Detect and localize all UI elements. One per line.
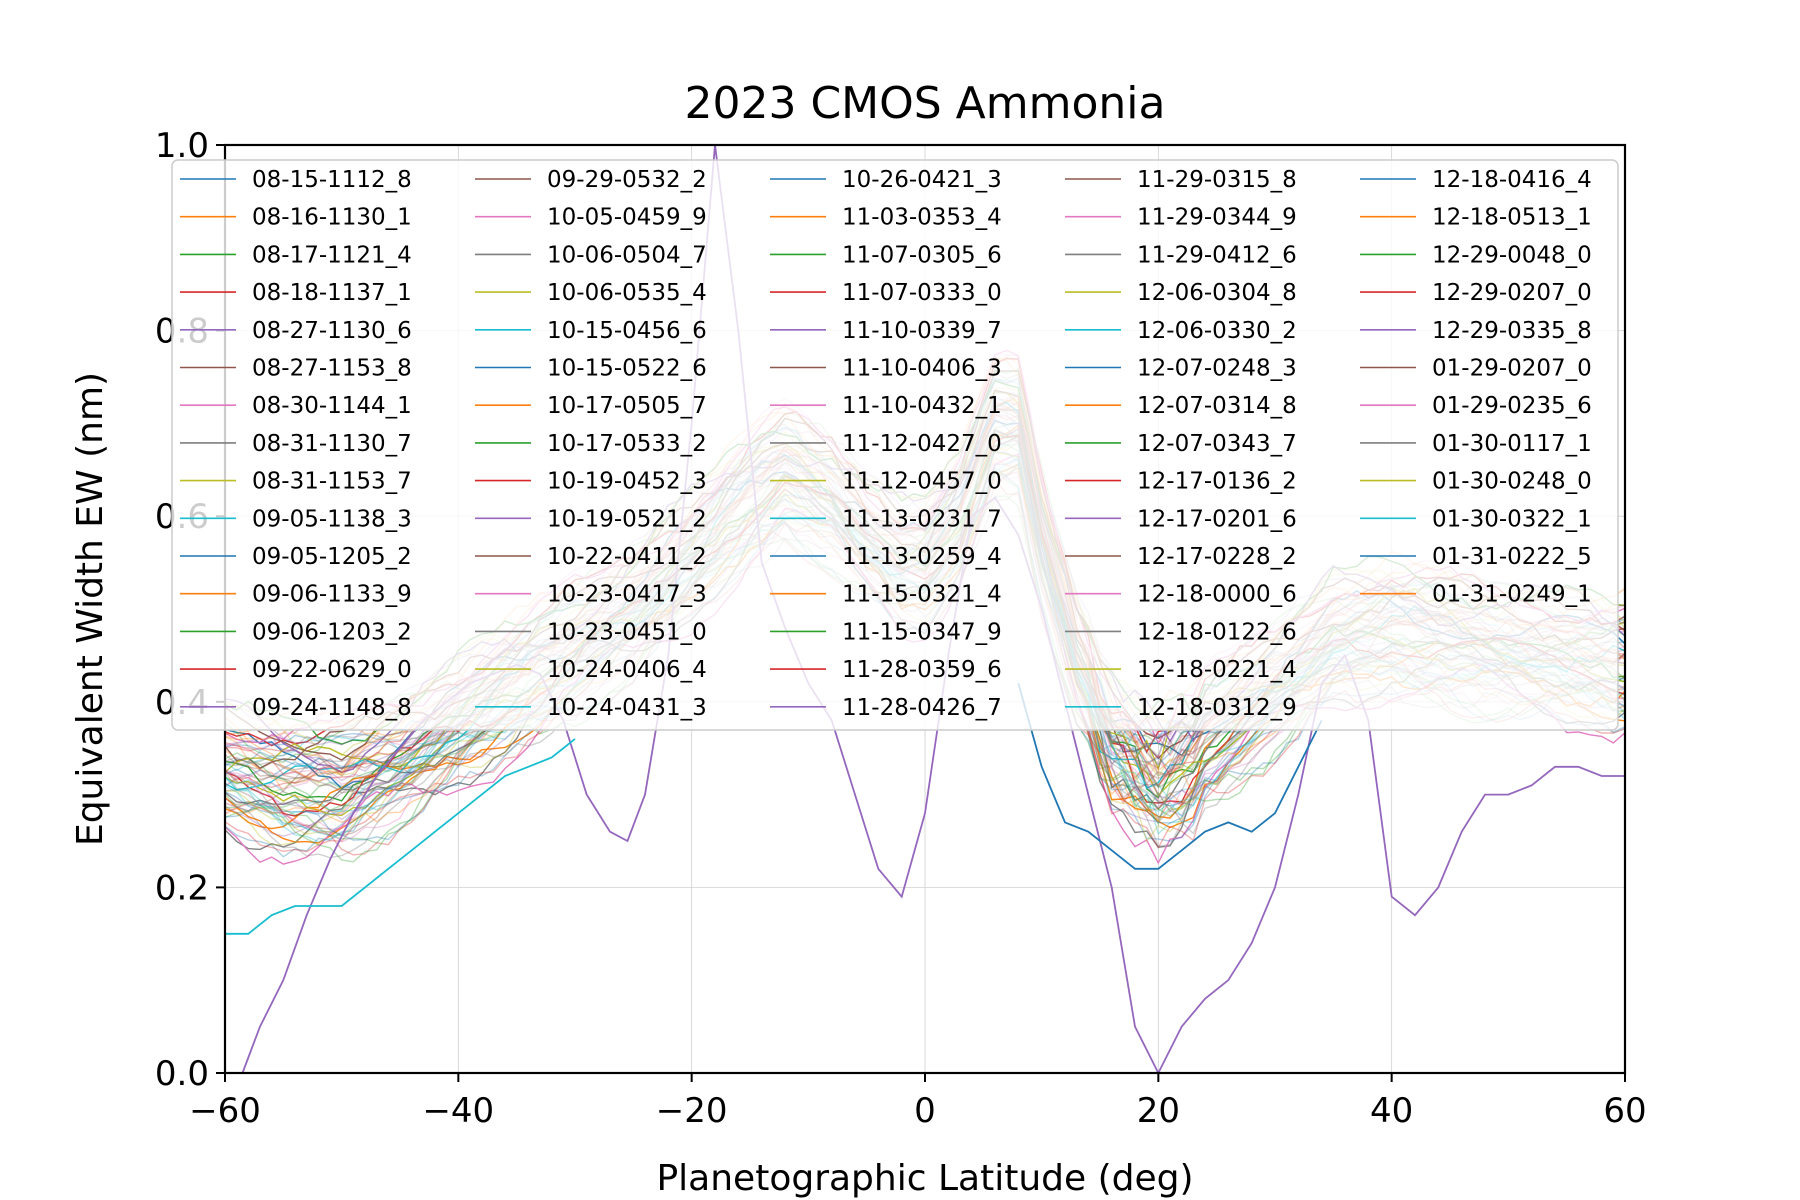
legend-entry: 12-17-0136_2 — [1137, 469, 1297, 495]
legend-entry: 08-15-1112_8 — [252, 167, 412, 193]
x-tick-label: −60 — [189, 1091, 261, 1131]
x-tick-label: 20 — [1137, 1091, 1180, 1131]
legend-entry: 10-06-0504_7 — [547, 242, 707, 268]
legend-entry: 11-10-0406_3 — [842, 356, 1002, 382]
legend-entry: 11-10-0432_1 — [842, 393, 1002, 419]
x-tick-label: −20 — [656, 1091, 728, 1131]
y-axis-label: Equivalent Width EW (nm) — [70, 372, 111, 846]
legend-entry: 12-18-0221_4 — [1137, 657, 1297, 683]
legend-entry: 11-12-0457_0 — [842, 469, 1002, 495]
legend-entry: 10-23-0417_3 — [547, 582, 707, 608]
y-tick-label: 0.2 — [155, 868, 209, 908]
x-axis-label: Planetographic Latitude (deg) — [656, 1158, 1193, 1199]
legend-entry: 09-05-1138_3 — [252, 506, 412, 532]
legend-entry: 01-31-0222_5 — [1432, 544, 1592, 570]
legend-entry: 10-24-0431_3 — [547, 695, 707, 721]
legend-entry: 09-06-1203_2 — [252, 619, 412, 645]
legend-entry: 08-31-1153_7 — [252, 469, 412, 495]
legend-entry: 12-06-0304_8 — [1137, 280, 1297, 306]
legend-entry: 11-07-0333_0 — [842, 280, 1002, 306]
legend-entry: 12-18-0122_6 — [1137, 619, 1297, 645]
legend-entry: 11-29-0344_9 — [1137, 205, 1297, 231]
x-tick-label: 0 — [914, 1091, 936, 1131]
legend-entry: 08-30-1144_1 — [252, 393, 412, 419]
legend-entry: 12-29-0207_0 — [1432, 280, 1592, 306]
legend-entry: 10-17-0505_7 — [547, 393, 707, 419]
legend-entry: 12-07-0343_7 — [1137, 431, 1297, 457]
legend-entry: 10-23-0451_0 — [547, 619, 707, 645]
legend-entry: 12-07-0248_3 — [1137, 356, 1297, 382]
legend-entry: 12-29-0048_0 — [1432, 242, 1592, 268]
legend-entry: 10-17-0533_2 — [547, 431, 707, 457]
legend-entry: 10-05-0459_9 — [547, 205, 707, 231]
legend-entry: 12-17-0228_2 — [1137, 544, 1297, 570]
series-line-09-05-1205_2 — [1017, 682, 1323, 870]
legend-entry: 11-28-0426_7 — [842, 695, 1002, 721]
series-line-09-05-1138_3 — [225, 738, 576, 935]
legend-entry: 01-30-0117_1 — [1432, 431, 1592, 457]
legend-entry: 12-07-0314_8 — [1137, 393, 1297, 419]
x-tick-label: 40 — [1370, 1091, 1413, 1131]
legend-entry: 12-18-0000_6 — [1137, 582, 1297, 608]
legend-entry: 11-07-0305_6 — [842, 242, 1002, 268]
legend-entry: 11-15-0321_4 — [842, 582, 1002, 608]
legend-entry: 01-30-0322_1 — [1432, 506, 1592, 532]
legend-entry: 10-24-0406_4 — [547, 657, 707, 683]
legend-entry: 09-29-0532_2 — [547, 167, 707, 193]
legend-entry: 12-29-0335_8 — [1432, 318, 1592, 344]
legend-entry: 10-19-0452_3 — [547, 469, 707, 495]
legend-entry: 12-18-0312_9 — [1137, 695, 1297, 721]
legend-entry: 09-05-1205_2 — [252, 544, 412, 570]
legend-entry: 11-29-0315_8 — [1137, 167, 1297, 193]
legend-entry: 11-15-0347_9 — [842, 619, 1002, 645]
legend-entry: 10-15-0522_6 — [547, 356, 707, 382]
legend-entry: 12-18-0416_4 — [1432, 167, 1592, 193]
legend-entry: 11-03-0353_4 — [842, 205, 1002, 231]
legend-entry: 08-27-1130_6 — [252, 318, 412, 344]
legend-entry: 11-13-0259_4 — [842, 544, 1002, 570]
legend-entry: 11-13-0231_7 — [842, 506, 1002, 532]
legend-entry: 09-06-1133_9 — [252, 582, 412, 608]
legend-entry: 08-17-1121_4 — [252, 242, 412, 268]
legend-frame — [171, 159, 1619, 731]
x-tick-label: −40 — [422, 1091, 494, 1131]
chart-title: 2023 CMOS Ammonia — [684, 78, 1165, 129]
legend-entry: 08-31-1130_7 — [252, 431, 412, 457]
legend-entry: 11-28-0359_6 — [842, 657, 1002, 683]
legend-entry: 10-26-0421_3 — [842, 167, 1002, 193]
legend-entry: 12-06-0330_2 — [1137, 318, 1297, 344]
legend-entry: 12-18-0513_1 — [1432, 205, 1592, 231]
legend-entry: 10-15-0456_6 — [547, 318, 707, 344]
legend-entry: 09-24-1148_8 — [252, 695, 412, 721]
legend-entry: 11-29-0412_6 — [1137, 242, 1297, 268]
legend-entry: 08-16-1130_1 — [252, 205, 412, 231]
legend-entry: 11-12-0427_0 — [842, 431, 1002, 457]
legend-entry: 12-17-0201_6 — [1137, 506, 1297, 532]
x-tick-label: 60 — [1603, 1091, 1646, 1131]
legend-entry: 01-29-0235_6 — [1432, 393, 1592, 419]
y-tick-label: 0.0 — [155, 1054, 209, 1094]
legend-entry: 01-29-0207_0 — [1432, 356, 1592, 382]
legend: 08-15-1112_8 08-16-1130_1 08-17-1121_4 08-1… — [171, 159, 1619, 731]
legend-entry: 01-31-0249_1 — [1432, 582, 1592, 608]
legend-entry: 10-06-0535_4 — [547, 280, 707, 306]
legend-entry: 08-27-1153_8 — [252, 356, 412, 382]
legend-entry: 09-22-0629_0 — [252, 657, 412, 683]
legend-entry: 10-19-0521_2 — [547, 506, 707, 532]
legend-entry: 08-18-1137_1 — [252, 280, 412, 306]
legend-entry: 01-30-0248_0 — [1432, 469, 1592, 495]
legend-entry: 10-22-0411_2 — [547, 544, 707, 570]
legend-entry: 11-10-0339_7 — [842, 318, 1002, 344]
